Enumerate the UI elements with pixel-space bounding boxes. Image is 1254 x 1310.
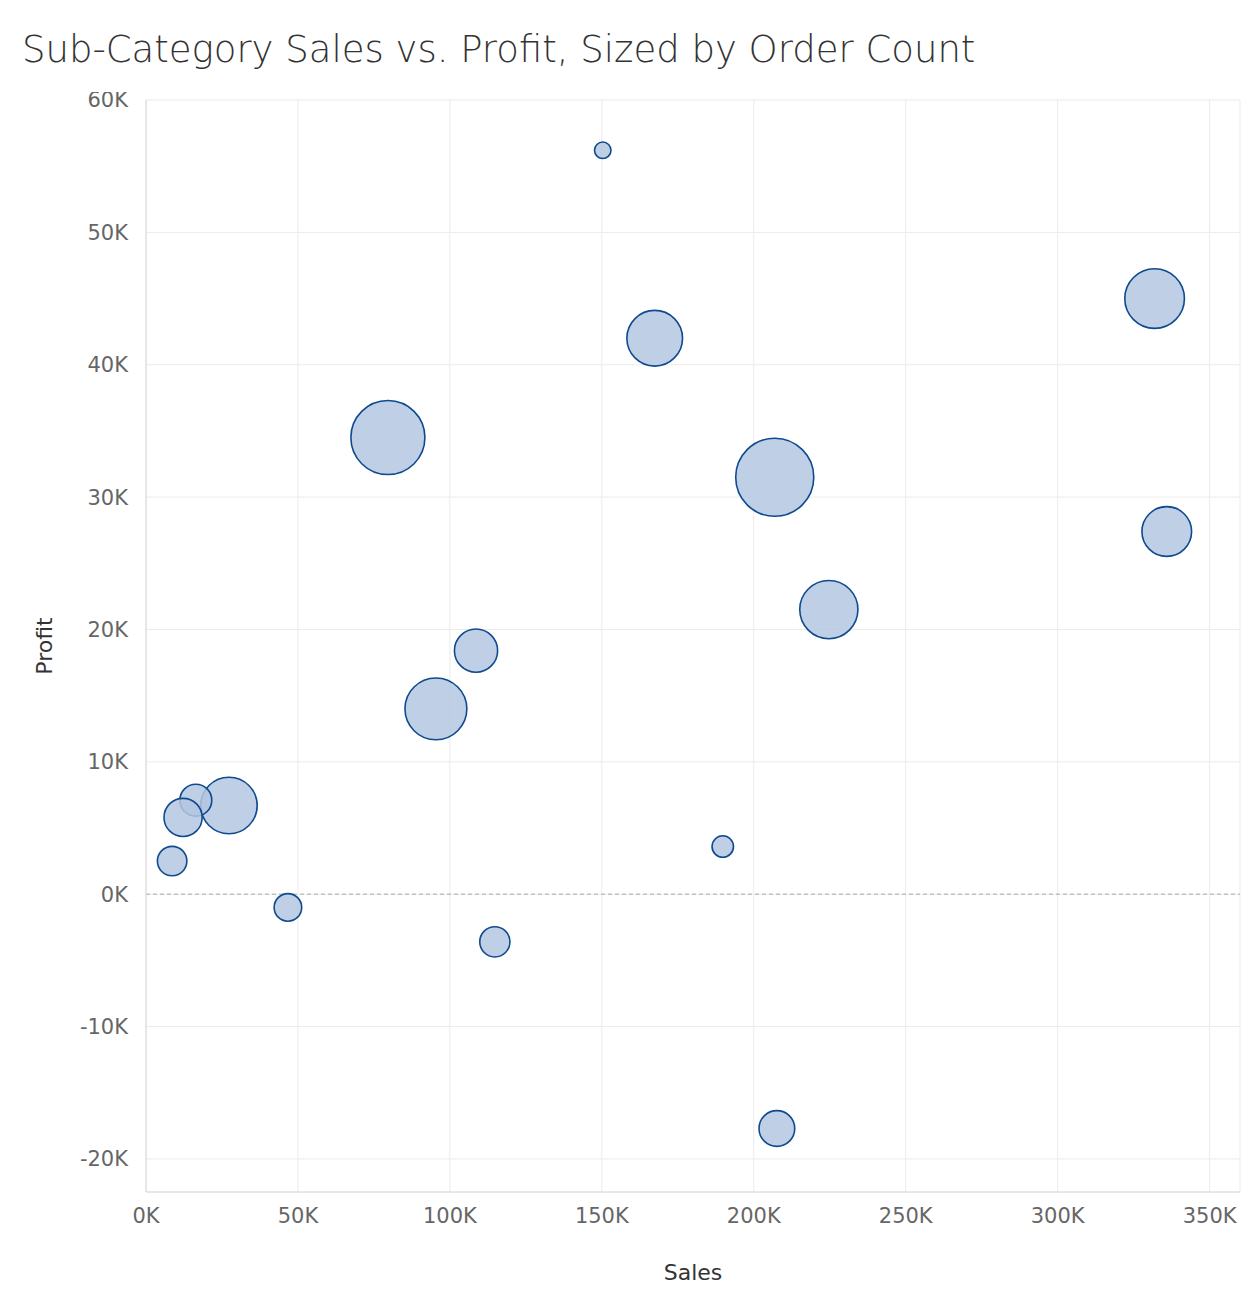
svg-text:0K: 0K [101, 883, 129, 907]
svg-text:30K: 30K [88, 486, 130, 510]
svg-text:150K: 150K [575, 1204, 630, 1228]
svg-text:100K: 100K [423, 1204, 478, 1228]
svg-text:200K: 200K [727, 1204, 782, 1228]
svg-text:10K: 10K [88, 750, 130, 774]
svg-text:40K: 40K [88, 353, 130, 377]
html-text:Sub-Category Sales vs. Profit,: Sub-Category Sales vs. Profit, Sized by … [22, 28, 976, 71]
svg-text:-20K: -20K [80, 1147, 129, 1171]
svg-text:Profit: Profit [32, 617, 57, 675]
svg-text:300K: 300K [1031, 1204, 1086, 1228]
svg-text:50K: 50K [278, 1204, 320, 1228]
svg-text:50K: 50K [88, 221, 130, 245]
svg-text:0K: 0K [132, 1204, 160, 1228]
svg-text:60K: 60K [88, 92, 130, 112]
svg-text:350K: 350K [1183, 1204, 1238, 1228]
svg-text:Sales: Sales [664, 1260, 723, 1285]
svg-text:250K: 250K [879, 1204, 934, 1228]
svg-text:20K: 20K [88, 618, 130, 642]
svg-text:-10K: -10K [80, 1015, 129, 1039]
